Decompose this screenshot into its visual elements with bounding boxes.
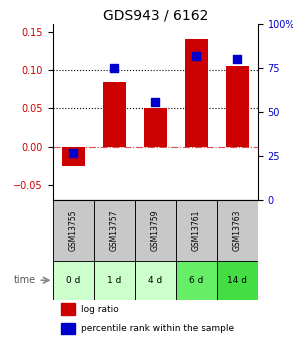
Text: percentile rank within the sample: percentile rank within the sample [81,324,235,333]
Bar [135,200,176,261]
Bar [176,261,217,299]
Text: GSM13757: GSM13757 [110,210,119,252]
Text: GSM13759: GSM13759 [151,210,160,252]
Text: 1 d: 1 d [107,276,122,285]
Bar [144,108,166,147]
Bar [53,200,94,261]
Bar [94,261,135,299]
Text: time: time [14,275,36,285]
Text: GSM13763: GSM13763 [233,210,242,252]
Bar [53,261,94,299]
Bar [103,82,125,147]
Point [112,66,117,71]
Bar [185,39,207,147]
Bar [61,303,75,315]
Title: GDS943 / 6162: GDS943 / 6162 [103,9,208,23]
Text: GSM13761: GSM13761 [192,210,201,252]
Text: log ratio: log ratio [81,305,119,314]
Text: 4 d: 4 d [148,276,162,285]
Point [71,150,76,156]
Bar [135,261,176,299]
Text: 0 d: 0 d [66,276,81,285]
Bar [176,200,217,261]
Text: 6 d: 6 d [189,276,204,285]
Bar [62,147,84,166]
Bar [217,261,258,299]
Bar [217,200,258,261]
Text: 14 d: 14 d [227,276,247,285]
Bar [61,323,75,334]
Bar [226,66,248,147]
Point [153,99,158,105]
Bar [94,200,135,261]
Text: GSM13755: GSM13755 [69,210,78,252]
Point [235,57,240,62]
Point [194,53,199,59]
